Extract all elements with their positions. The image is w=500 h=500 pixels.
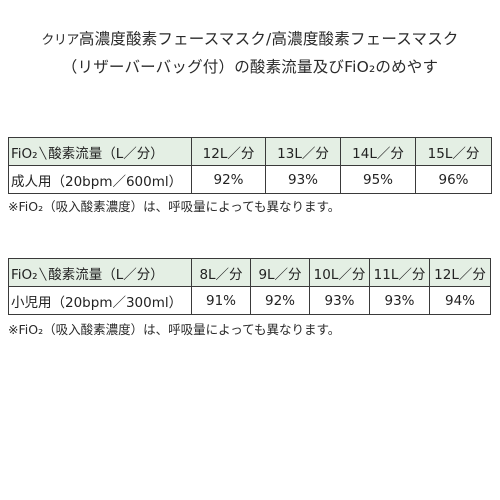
child-value-cell: 94% — [429, 286, 491, 315]
adult-flow-cell: 13L／分 — [265, 137, 341, 166]
adult-value-cell: 92% — [191, 165, 266, 194]
adult-table-value-row: 成人用（20bpm／600ml） 92% 93% 95% 96% — [8, 165, 492, 194]
child-header-label: FiO₂ ╲ 酸素流量（L／分） — [8, 258, 192, 287]
diagonal-divider: ╲ — [39, 146, 47, 160]
adult-value-cell: 93% — [265, 165, 341, 194]
child-table-value-row: 小児用（20bpm／300ml） 91% 92% 93% 93% 94% — [8, 286, 491, 315]
page-title: クリア高濃度酸素フェースマスク/高濃度酸素フェースマスク （リザーバーバッグ付）… — [24, 26, 476, 81]
adult-value-cell: 95% — [340, 165, 416, 194]
adult-fio2-table: FiO₂ ╲ 酸素流量（L／分） 12L／分 13L／分 14L／分 15L／分 成… — [8, 137, 492, 194]
fio2-label: FiO₂ — [11, 266, 38, 283]
title-main: 高濃度酸素フェースマスク/高濃度酸素フェースマスク — [78, 30, 459, 48]
adult-flow-cell: 12L／分 — [191, 137, 266, 166]
child-flow-cell: 10L／分 — [309, 258, 370, 287]
title-line-1: クリア高濃度酸素フェースマスク/高濃度酸素フェースマスク — [24, 26, 476, 54]
child-value-cell: 91% — [191, 286, 251, 315]
adult-flow-cell: 14L／分 — [340, 137, 416, 166]
child-value-cell: 93% — [369, 286, 430, 315]
title-line-2: （リザーバーバッグ付）の酸素流量及びFiO₂のめやす — [61, 58, 439, 76]
child-flow-cell: 9L／分 — [250, 258, 310, 287]
adult-note: ※FiO₂（吸入酸素濃度）は、呼吸量によっても異なります。 — [8, 199, 341, 214]
fio2-label: FiO₂ — [11, 145, 38, 162]
child-row-label: 小児用（20bpm／300ml） — [8, 286, 192, 315]
adult-row-label: 成人用（20bpm／600ml） — [8, 165, 192, 194]
child-flow-cell: 8L／分 — [191, 258, 251, 287]
child-table-header-row: FiO₂ ╲ 酸素流量（L／分） 8L／分 9L／分 10L／分 11L／分 12L… — [8, 258, 491, 287]
adult-header-label: FiO₂ ╲ 酸素流量（L／分） — [8, 137, 192, 166]
child-value-cell: 92% — [250, 286, 310, 315]
title-prefix: クリア — [41, 33, 79, 48]
child-note: ※FiO₂（吸入酸素濃度）は、呼吸量によっても異なります。 — [8, 322, 341, 337]
adult-value-cell: 96% — [415, 165, 492, 194]
adult-table-wrap: FiO₂ ╲ 酸素流量（L／分） 12L／分 13L／分 14L／分 15L／分 成… — [8, 137, 492, 194]
flow-label: 酸素流量（L／分） — [48, 145, 164, 162]
adult-flow-cell: 15L／分 — [415, 137, 492, 166]
child-flow-cell: 12L／分 — [429, 258, 491, 287]
child-value-cell: 93% — [309, 286, 370, 315]
child-fio2-table: FiO₂ ╲ 酸素流量（L／分） 8L／分 9L／分 10L／分 11L／分 12L… — [8, 258, 491, 315]
diagonal-divider: ╲ — [39, 267, 47, 281]
adult-table-header-row: FiO₂ ╲ 酸素流量（L／分） 12L／分 13L／分 14L／分 15L／分 — [8, 137, 492, 166]
flow-label: 酸素流量（L／分） — [48, 266, 164, 283]
child-table-wrap: FiO₂ ╲ 酸素流量（L／分） 8L／分 9L／分 10L／分 11L／分 12L… — [8, 258, 491, 315]
child-flow-cell: 11L／分 — [369, 258, 430, 287]
